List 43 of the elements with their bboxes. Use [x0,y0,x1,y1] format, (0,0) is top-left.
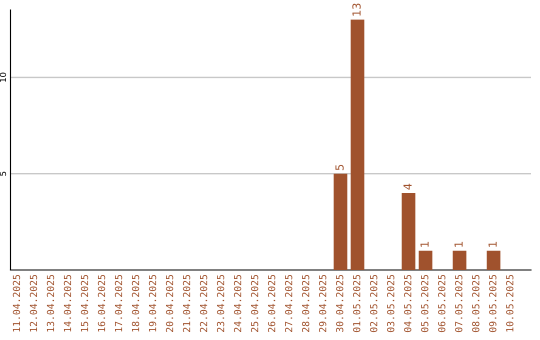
x-tick-label: 04.05.2025 [404,274,412,332]
bar [402,192,416,270]
x-tick-label: 28.04.2025 [302,274,310,332]
x-tick-label: 11.04.2025 [12,274,20,332]
data-label: 1 [488,242,497,247]
x-tick-label: 29.04.2025 [318,274,326,332]
x-tick-label: 02.05.2025 [370,274,378,332]
y-tick-label: 10 [0,72,6,82]
x-tick-label: 07.05.2025 [455,274,462,332]
x-tick-label: 30.04.2025 [336,274,344,332]
x-tick-label: 13.04.2025 [46,274,54,332]
data-label: 4 [403,184,412,190]
x-tick-label: 10.05.2025 [506,274,514,332]
x-tick-label: 18.04.2025 [132,274,140,332]
x-tick-label: 12.04.2025 [30,274,38,332]
data-label: 13 [352,4,361,16]
x-tick-label: 17.04.2025 [114,274,122,332]
data-label: 1 [420,242,429,247]
x-tick-label: 09.05.2025 [489,274,496,332]
x-tick-label: 05.05.2025 [421,274,428,332]
bar [350,20,364,270]
x-tick-label: 23.04.2025 [216,274,224,332]
data-label: 1 [454,242,463,247]
bar [418,250,432,270]
x-tick-label: 19.04.2025 [148,274,156,332]
x-tick-label: 25.04.2025 [250,274,258,332]
x-tick-label: 24.04.2025 [234,274,242,332]
x-tick-label: 08.05.2025 [472,274,480,332]
x-tick-label: 16.04.2025 [98,274,106,332]
data-label: 5 [335,164,344,170]
x-tick-label: 22.04.2025 [200,274,208,332]
x-tick-label: 06.05.2025 [438,274,446,332]
bar [452,250,466,270]
x-tick-label: 26.04.2025 [268,274,276,332]
x-tick-label: 20.04.2025 [166,274,174,332]
bar [334,174,348,270]
x-tick-label: 03.05.2025 [387,274,394,332]
x-tick-label: 01.05.2025 [352,274,360,332]
x-tick-label: 14.04.2025 [64,274,72,332]
bar [486,250,500,270]
x-tick-label: 15.04.2025 [80,274,88,332]
x-tick-label: 27.04.2025 [284,274,292,332]
x-tick-label: 21.04.2025 [182,274,190,332]
